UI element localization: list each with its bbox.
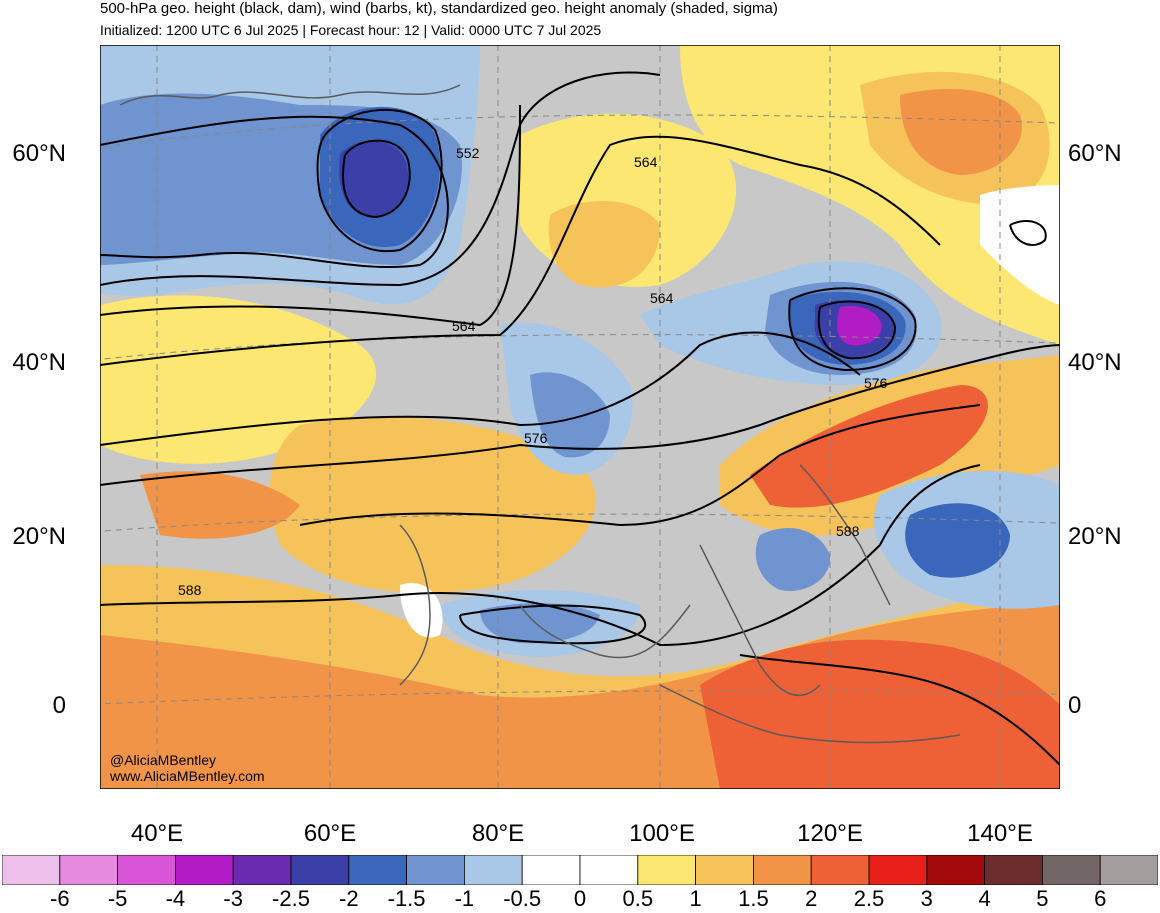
colorbar-tick-label: -2 — [339, 886, 359, 911]
colorbar-tick-label: -1.5 — [387, 886, 426, 911]
colorbar-swatch — [521, 855, 581, 885]
colorbar-tick-label: 5 — [1036, 886, 1049, 911]
lon-label: 120°E — [797, 820, 863, 847]
contour-label: 576 — [864, 375, 888, 391]
colorbar-tick-label: 2.5 — [853, 886, 885, 911]
contour-label: 564 — [634, 154, 658, 170]
colorbar-swatch — [753, 855, 812, 885]
map-subtitle: Initialized: 1200 UTC 6 Jul 2025 | Forec… — [100, 22, 602, 38]
colorbar-swatch — [1042, 855, 1101, 885]
lat-label-left: 40°N — [12, 349, 66, 376]
lon-label: 40°E — [130, 820, 184, 847]
contour-label: 564 — [452, 318, 476, 334]
anomaly-cold-pacific-core — [905, 503, 1010, 578]
lat-label-left: 60°N — [12, 140, 66, 167]
colorbar-tick-label: -1 — [454, 886, 475, 911]
colorbar-tick-label: -3 — [223, 886, 243, 911]
colorbar-tick-label: 1.5 — [738, 886, 769, 911]
height-contours — [100, 71, 1060, 766]
credit-handle: @AliciaMBentley — [110, 752, 217, 768]
colorbar-swatch — [637, 855, 696, 885]
anomaly-warm-iran — [269, 417, 596, 593]
colorbar-tick-label: -4 — [165, 886, 186, 911]
colorbar-swatch — [290, 855, 350, 885]
contour-label: 564 — [650, 290, 674, 306]
colorbar-tick-label: 6 — [1094, 886, 1107, 911]
colorbar-swatch — [2, 855, 61, 885]
anomaly-cold-korea-core — [837, 305, 882, 346]
colorbar-swatch — [868, 855, 928, 885]
colorbar-tick-label: -5 — [107, 886, 128, 911]
colorbar-tick-label: -2.5 — [272, 886, 310, 911]
anomaly-cold-bengal-core — [480, 603, 600, 644]
lat-label-right: 0 — [1068, 692, 1082, 719]
colorbar-swatch — [695, 855, 754, 885]
lat-label-left: 20°N — [12, 523, 66, 550]
colorbar-swatch — [59, 855, 118, 885]
colorbar-tick-label: -0.5 — [503, 886, 542, 911]
colorbar-swatch — [348, 855, 407, 885]
anomaly-orange-ne-core — [900, 89, 1022, 175]
lat-label-right: 40°N — [1068, 349, 1122, 376]
anomaly-cold-tibet-core — [530, 372, 610, 458]
colorbar-swatch — [926, 855, 985, 885]
colorbar-tick-label: 3 — [920, 886, 933, 911]
colorbar-tick-label: 0.5 — [622, 886, 654, 911]
lat-label-right: 60°N — [1068, 140, 1122, 167]
colorbar-tick-label: 4 — [978, 886, 991, 911]
map-title: 500-hPa geo. height (black, dam), wind (… — [100, 0, 778, 17]
anomaly-warm-mongolia-core — [548, 201, 660, 288]
colorbar-swatch — [1099, 855, 1158, 885]
colorbar-swatch — [174, 855, 234, 885]
lon-label: 80°E — [471, 820, 525, 847]
credit-url: www.AliciaMBentley.com — [110, 768, 265, 784]
contour-label: 588 — [178, 582, 202, 598]
lon-label: 140°E — [967, 820, 1033, 847]
colorbar-swatch — [984, 855, 1043, 885]
contour-label: 552 — [456, 145, 480, 161]
anomaly-cold-scs — [755, 527, 831, 591]
colorbar-swatch — [117, 855, 176, 885]
lat-label-right: 20°N — [1068, 523, 1122, 550]
colorbar-swatch — [232, 855, 292, 885]
lat-label-left: 0 — [52, 692, 66, 719]
coastlines — [119, 84, 961, 744]
colorbar-tick-label: -6 — [50, 886, 70, 911]
map-panel — [100, 45, 1060, 789]
colorbar-tick-label: 2 — [805, 886, 818, 911]
colorbar-tick-label: 0 — [573, 886, 587, 911]
colorbar-swatch — [579, 855, 639, 885]
lon-label: 60°E — [303, 820, 357, 847]
colorbar-swatch — [463, 855, 523, 885]
anomaly-red-china-east — [750, 385, 988, 508]
lon-label: 100°E — [629, 820, 695, 847]
anomaly-neutral-indochina — [400, 583, 443, 638]
anomaly-red-south — [700, 639, 1060, 789]
colorbar-tick-label: 1 — [689, 886, 702, 911]
contour-label: 588 — [836, 523, 860, 539]
anomaly-cold-low-russia-core — [339, 140, 409, 217]
colorbar-swatch — [406, 855, 465, 885]
contour-label: 576 — [524, 430, 548, 446]
colorbar — [2, 855, 1158, 885]
colorbar-swatch — [810, 855, 870, 885]
